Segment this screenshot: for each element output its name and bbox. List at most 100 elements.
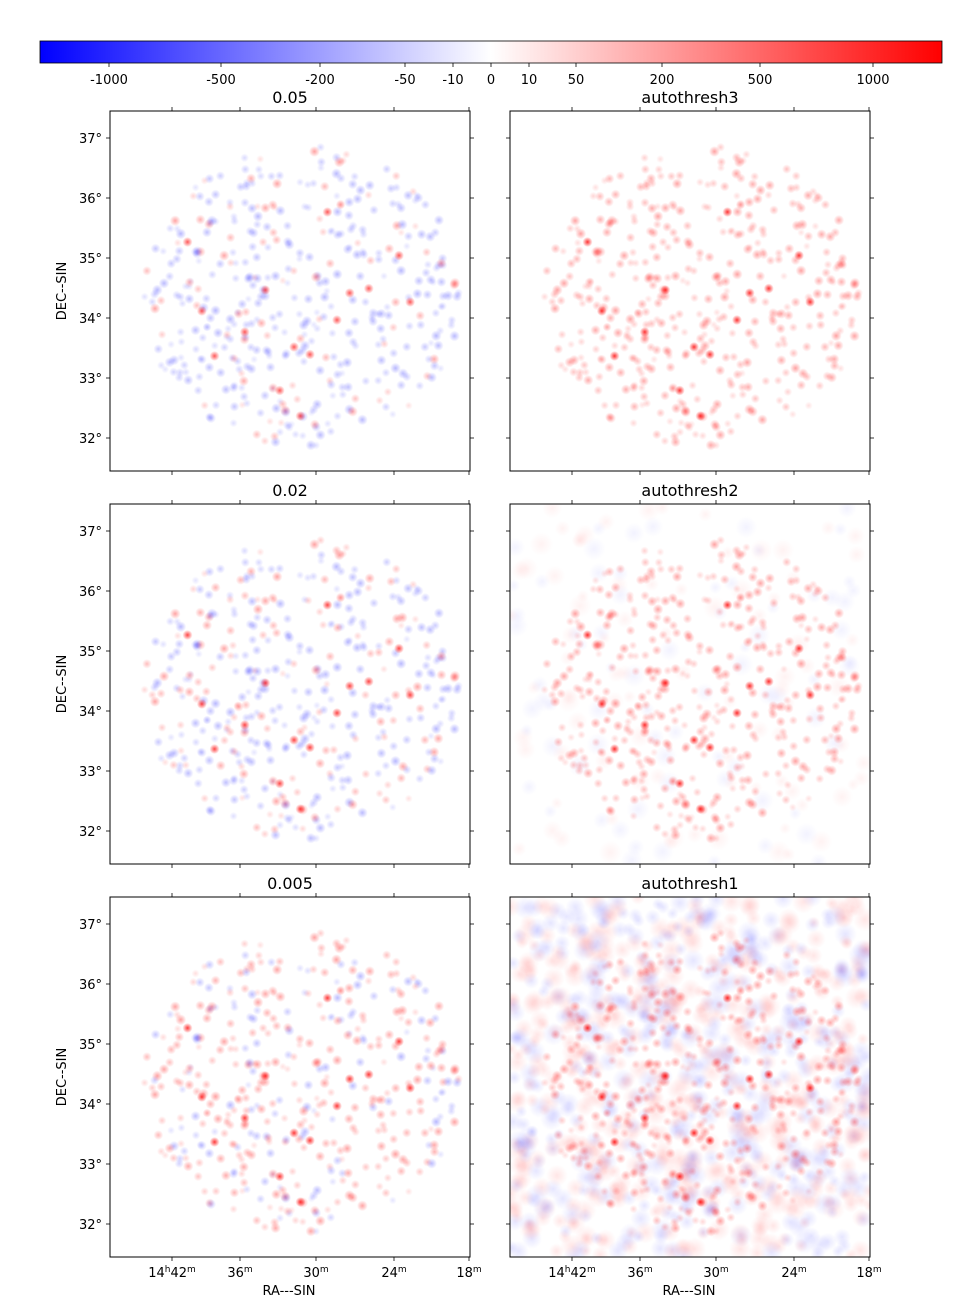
source-blob bbox=[325, 1044, 336, 1055]
source-blob bbox=[325, 651, 336, 662]
bright-source bbox=[596, 1092, 607, 1102]
source-blob bbox=[311, 791, 323, 803]
source-blob bbox=[280, 721, 289, 730]
source-blob bbox=[231, 1059, 241, 1069]
source-blob bbox=[610, 698, 622, 710]
colorbar-tick-label: 500 bbox=[748, 73, 773, 88]
source-blob bbox=[691, 430, 700, 439]
source-blob bbox=[569, 215, 581, 227]
source-blob bbox=[730, 561, 742, 573]
source-blob bbox=[826, 1158, 838, 1169]
source-blob bbox=[775, 396, 784, 405]
source-blob bbox=[755, 1057, 766, 1068]
source-blob bbox=[282, 613, 293, 624]
source-blob bbox=[822, 1075, 833, 1086]
noise-blob bbox=[806, 929, 826, 949]
source-blob bbox=[659, 783, 670, 794]
source-blob bbox=[412, 977, 422, 986]
source-blob bbox=[403, 624, 414, 635]
source-blob bbox=[311, 1184, 323, 1196]
source-blob bbox=[353, 631, 363, 641]
noise-blob bbox=[845, 582, 862, 599]
source-blob bbox=[262, 1116, 272, 1127]
source-blob bbox=[251, 429, 262, 440]
source-blob bbox=[384, 243, 395, 254]
source-blob bbox=[576, 720, 586, 730]
source-blob bbox=[191, 576, 200, 585]
source-blob bbox=[718, 1098, 729, 1108]
source-blob bbox=[620, 777, 632, 788]
source-blob bbox=[270, 270, 281, 282]
source-blob bbox=[150, 243, 161, 254]
source-blob bbox=[742, 1167, 754, 1179]
source-blob bbox=[222, 1116, 232, 1126]
source-blob bbox=[849, 277, 861, 289]
source-blob bbox=[212, 1113, 224, 1125]
source-blob bbox=[255, 1194, 266, 1204]
source-blob bbox=[262, 723, 272, 734]
noise-blob bbox=[698, 507, 713, 522]
source-blob bbox=[352, 586, 363, 598]
source-blob bbox=[729, 745, 739, 755]
source-blob bbox=[610, 734, 620, 743]
source-blob bbox=[295, 702, 304, 712]
panel-frame bbox=[509, 503, 871, 865]
noise-blob bbox=[588, 897, 612, 921]
source-blob bbox=[376, 747, 387, 759]
source-blob bbox=[779, 272, 789, 281]
source-blob bbox=[710, 271, 722, 283]
source-blob bbox=[781, 402, 791, 412]
source-blob bbox=[219, 735, 230, 746]
source-blob bbox=[765, 1041, 776, 1052]
source-blob bbox=[435, 326, 445, 336]
source-blob bbox=[591, 969, 600, 978]
source-blob bbox=[825, 1060, 837, 1072]
source-blob bbox=[726, 227, 736, 236]
source-blob bbox=[670, 716, 680, 726]
source-blob bbox=[732, 977, 741, 987]
source-blob bbox=[240, 939, 249, 949]
source-blob bbox=[149, 682, 160, 693]
source-blob bbox=[698, 431, 707, 440]
source-blob bbox=[295, 1095, 304, 1105]
source-blob bbox=[796, 1005, 808, 1017]
noise-blob bbox=[846, 778, 860, 791]
source-blob bbox=[719, 1077, 731, 1089]
source-blob bbox=[639, 727, 650, 738]
source-blob bbox=[842, 683, 854, 695]
colorbar-tick-label: -200 bbox=[305, 73, 335, 88]
source-blob bbox=[729, 1138, 739, 1148]
source-blob bbox=[267, 1098, 278, 1109]
source-blob bbox=[726, 620, 736, 629]
source-blob bbox=[383, 780, 393, 790]
source-blob bbox=[605, 218, 615, 228]
bright-source bbox=[596, 306, 607, 316]
source-blob bbox=[207, 663, 217, 673]
source-blob bbox=[775, 1182, 784, 1191]
source-blob bbox=[626, 258, 636, 268]
source-blob bbox=[689, 659, 699, 669]
source-blob bbox=[591, 344, 601, 354]
source-blob bbox=[604, 755, 615, 766]
y-tick-label: 34° bbox=[79, 705, 102, 720]
source-blob bbox=[816, 1015, 827, 1026]
bright-source bbox=[304, 349, 315, 360]
source-blob bbox=[381, 950, 392, 960]
source-blob bbox=[708, 146, 720, 157]
source-blob bbox=[251, 252, 262, 263]
source-blob bbox=[683, 278, 692, 288]
source-blob bbox=[764, 573, 776, 584]
noise-blob bbox=[598, 840, 623, 864]
source-blob bbox=[300, 988, 309, 997]
source-blob bbox=[640, 153, 649, 163]
noise-blob bbox=[541, 913, 560, 933]
source-blob bbox=[781, 795, 791, 805]
noise-blob bbox=[527, 680, 541, 695]
source-blob bbox=[660, 436, 670, 446]
source-blob bbox=[666, 957, 677, 967]
bright-source bbox=[582, 237, 593, 247]
source-blob bbox=[351, 341, 361, 351]
source-blob bbox=[700, 595, 709, 604]
source-blob bbox=[705, 1225, 717, 1237]
source-blob bbox=[309, 419, 320, 430]
